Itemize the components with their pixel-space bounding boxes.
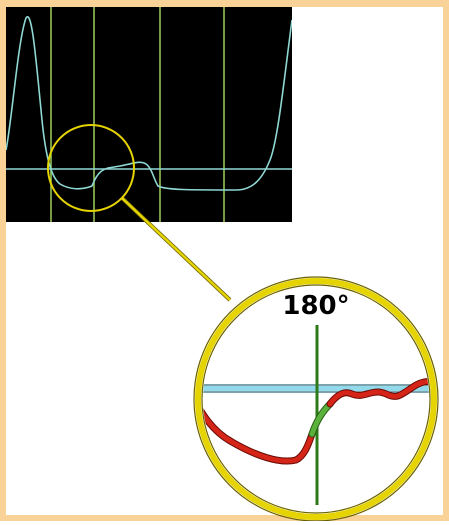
scope-screen xyxy=(6,7,292,222)
focus-ring-small xyxy=(47,124,135,212)
phase-label: 180° xyxy=(282,291,349,321)
zoom-view: 180° xyxy=(193,276,439,522)
magnifier-connector xyxy=(120,196,232,302)
scope-trace xyxy=(6,15,292,191)
